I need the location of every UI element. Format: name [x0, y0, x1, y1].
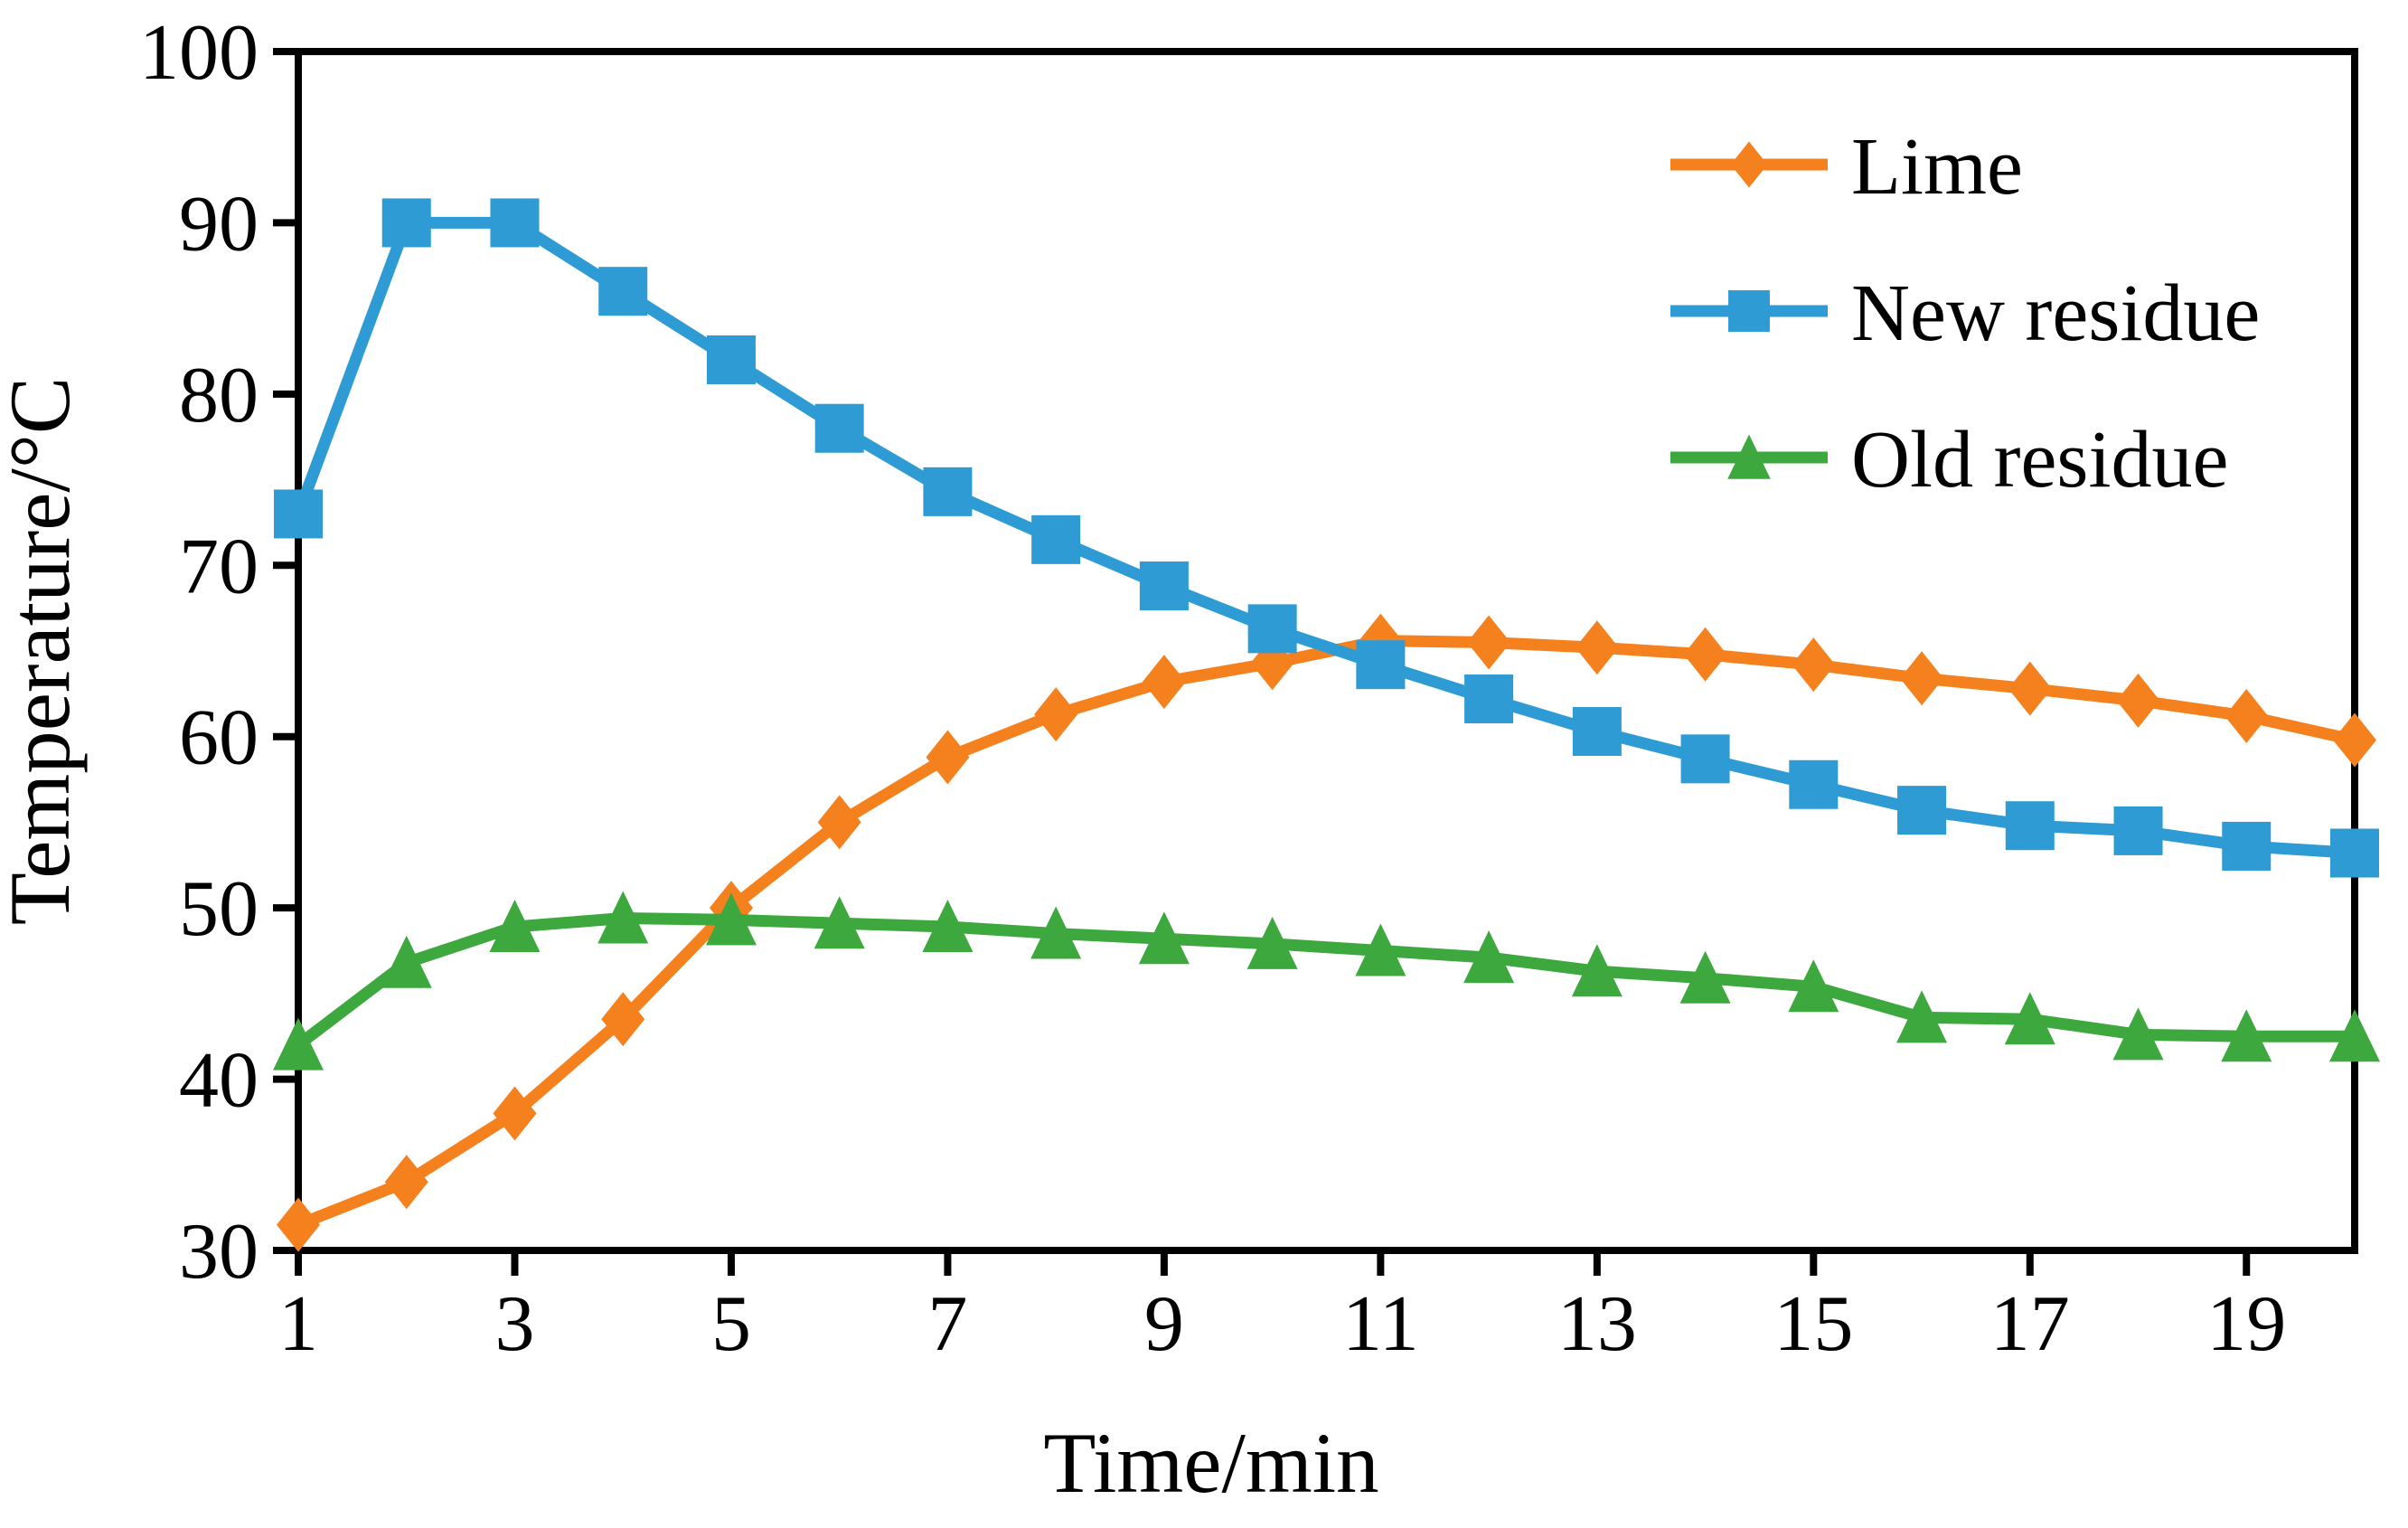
marker-triangle-old-residue — [489, 899, 541, 952]
marker-diamond-lime — [601, 992, 645, 1047]
legend-label-new-residue: New residue — [1851, 269, 2260, 358]
plot-frame — [295, 48, 2358, 1254]
marker-triangle-old-residue — [1571, 944, 1623, 997]
marker-square-new-residue — [2113, 806, 2163, 855]
marker-square-new-residue — [2330, 828, 2379, 878]
x-tick-label: 1 — [278, 1280, 318, 1368]
marker-triangle-old-residue — [1896, 990, 1948, 1043]
marker-triangle-old-residue — [705, 892, 757, 946]
marker-square-new-residue — [1897, 786, 1947, 835]
marker-triangle-old-residue — [1788, 959, 1839, 1013]
marker-diamond-lime — [1900, 651, 1944, 706]
y-tick-label: 100 — [139, 9, 259, 97]
marker-triangle-old-residue — [2112, 1007, 2164, 1061]
x-tick-label: 5 — [711, 1280, 751, 1368]
marker-square-new-residue — [923, 467, 973, 516]
marker-diamond-lime — [2333, 712, 2376, 768]
marker-square-new-residue — [1139, 561, 1189, 611]
marker-square-new-residue — [381, 198, 431, 248]
x-tick-label: 9 — [1144, 1280, 1184, 1368]
x-tick-label: 15 — [1773, 1280, 1853, 1368]
marker-square-new-residue — [706, 335, 756, 384]
marker-square-new-residue — [1031, 514, 1081, 564]
marker-triangle-old-residue — [814, 896, 865, 949]
legend-marker-new-residue — [1728, 290, 1770, 332]
y-tick-label: 30 — [179, 1208, 259, 1296]
y-tick-label: 90 — [179, 180, 259, 268]
marker-square-new-residue — [1572, 707, 1622, 757]
marker-diamond-lime — [493, 1086, 537, 1141]
marker-triangle-old-residue — [1679, 950, 1731, 1004]
marker-square-new-residue — [1680, 734, 1730, 784]
marker-triangle-old-residue — [2004, 992, 2055, 1045]
marker-diamond-lime — [817, 795, 861, 850]
marker-diamond-lime — [926, 730, 970, 785]
marker-diamond-lime — [384, 1155, 428, 1210]
marker-triangle-old-residue — [922, 899, 974, 952]
y-tick-label: 80 — [179, 352, 259, 439]
y-tick-label: 60 — [179, 694, 259, 782]
marker-triangle-old-residue — [2329, 1009, 2380, 1062]
marker-square-new-residue — [1247, 604, 1297, 654]
marker-triangle-old-residue — [1355, 923, 1406, 976]
marker-square-new-residue — [2222, 821, 2272, 871]
marker-diamond-lime — [1575, 620, 1619, 675]
marker-square-new-residue — [1789, 759, 1839, 809]
marker-square-new-residue — [1464, 674, 1514, 724]
x-tick-label: 13 — [1557, 1280, 1637, 1368]
x-tick-label: 19 — [2206, 1280, 2286, 1368]
marker-diamond-lime — [1792, 637, 1836, 693]
marker-square-new-residue — [598, 267, 648, 316]
marker-triangle-old-residue — [273, 1017, 324, 1071]
x-tick-label: 11 — [1342, 1280, 1419, 1368]
legend-marker-old-residue — [1727, 434, 1771, 479]
marker-diamond-lime — [2008, 661, 2052, 716]
marker-triangle-old-residue — [1463, 930, 1515, 984]
marker-square-new-residue — [2005, 801, 2055, 851]
x-tick-label: 7 — [927, 1280, 967, 1368]
marker-triangle-old-residue — [597, 891, 649, 944]
legend-label-old-residue: Old residue — [1851, 415, 2228, 505]
marker-triangle-old-residue — [1138, 911, 1190, 965]
marker-diamond-lime — [1683, 627, 1727, 682]
x-tick-label: 17 — [1990, 1280, 2070, 1368]
y-tick-label: 50 — [179, 865, 259, 953]
marker-diamond-lime — [277, 1197, 320, 1252]
marker-diamond-lime — [1142, 655, 1186, 710]
marker-triangle-old-residue — [2221, 1009, 2272, 1062]
y-tick-label: 70 — [179, 523, 259, 610]
legend-marker-lime — [1730, 141, 1768, 188]
marker-diamond-lime — [1467, 615, 1511, 670]
marker-triangle-old-residue — [1030, 906, 1082, 959]
marker-triangle-old-residue — [381, 935, 432, 988]
marker-triangle-old-residue — [1246, 916, 1298, 969]
marker-square-new-residue — [814, 403, 864, 453]
marker-square-new-residue — [1356, 640, 1406, 690]
marker-diamond-lime — [1034, 687, 1078, 742]
x-axis-title: Time/min — [1043, 1415, 1378, 1511]
marker-diamond-lime — [2225, 688, 2269, 743]
x-tick-label: 3 — [494, 1280, 534, 1368]
legend-label-lime: Lime — [1851, 122, 2023, 212]
y-tick-label: 40 — [179, 1037, 259, 1125]
marker-square-new-residue — [274, 489, 323, 539]
marker-square-new-residue — [490, 198, 540, 248]
series-line-old-residue — [295, 912, 2355, 1050]
y-axis-title: Temperature/°C — [0, 377, 88, 925]
marker-diamond-lime — [2116, 673, 2160, 728]
